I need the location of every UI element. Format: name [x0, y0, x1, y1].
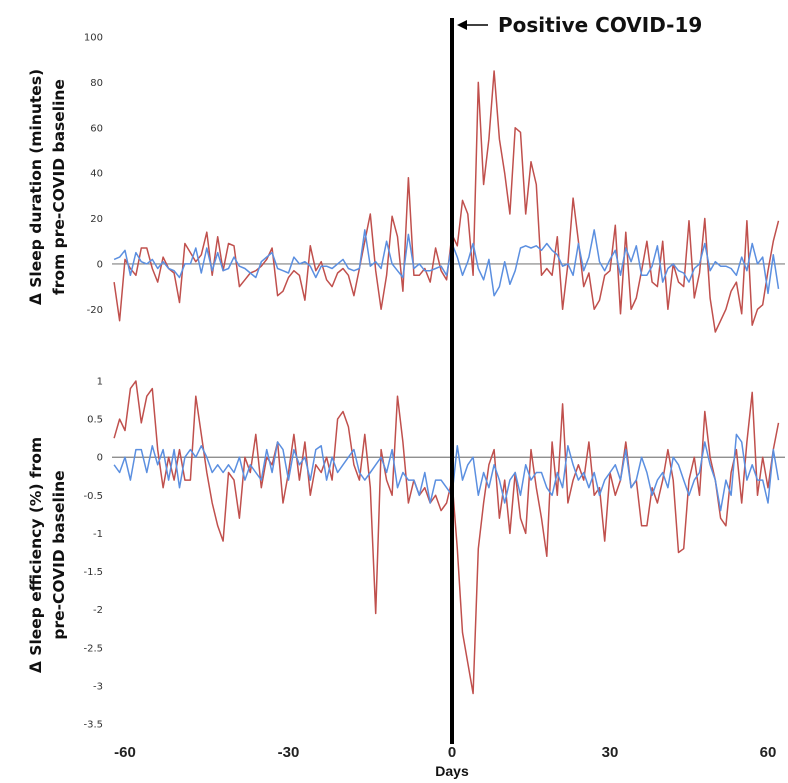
bottom-y-tick-label: -0.5 [83, 491, 103, 502]
bottom-y-tick-label: -3.5 [83, 720, 103, 731]
top-y-tick-label: 80 [90, 78, 103, 89]
bottom-series-blue-line [113, 433, 780, 512]
x-tick-label: 30 [602, 744, 619, 761]
top-y-tick-labels: 100 80 60 40 20 0 -20 [84, 33, 103, 316]
top-y-axis-label-line1: Δ Sleep duration (minutes) [27, 69, 45, 305]
top-y-tick-label: 60 [90, 123, 103, 134]
bottom-y-tick-label: -1.5 [83, 567, 103, 578]
bottom-y-axis-label-line2: pre-COVID baseline [50, 470, 68, 639]
sleep-duration-panel: 100 80 60 40 20 0 -20 Δ Sleep duration (minute… [27, 33, 785, 333]
bottom-y-tick-label: -2 [93, 605, 103, 616]
bottom-y-tick-label: -3 [93, 681, 103, 692]
x-tick-label: 60 [760, 744, 777, 761]
bottom-y-tick-label: -2.5 [83, 643, 103, 654]
sleep-efficiency-panel: 1 0.5 0 -0.5 -1 -1.5 -2 -2.5 -3 -3.5 Δ Sleep effi… [27, 377, 785, 731]
top-y-tick-label: 40 [90, 169, 103, 180]
top-y-tick-label: 0 [97, 259, 103, 270]
x-tick-label: -60 [114, 744, 136, 761]
bottom-y-axis-label-line1: Δ Sleep efficiency (%) from [27, 437, 45, 673]
x-tick-labels: -60 -30 0 30 60 [114, 744, 776, 761]
top-series-lines [113, 70, 780, 333]
top-y-tick-label: 100 [84, 33, 103, 44]
bottom-y-tick-label: -1 [93, 529, 103, 540]
bottom-y-tick-label: 0 [97, 453, 103, 464]
top-y-tick-label: -20 [87, 305, 103, 316]
bottom-y-tick-label: 1 [97, 377, 103, 388]
bottom-y-tick-label: 0.5 [87, 415, 103, 426]
x-tick-label: -30 [278, 744, 300, 761]
positive-covid-annotation: Positive COVID-19 [498, 13, 702, 37]
annotation-arrow-head [457, 20, 467, 30]
bottom-series-red-line [113, 380, 780, 695]
bottom-y-tick-labels: 1 0.5 0 -0.5 -1 -1.5 -2 -2.5 -3 -3.5 [83, 377, 103, 731]
top-y-tick-label: 20 [90, 214, 103, 225]
x-tick-label: 0 [448, 744, 456, 761]
top-series-red-line [113, 70, 780, 333]
x-axis-label: Days [435, 763, 469, 779]
top-y-axis-label-line2: from pre-COVID baseline [50, 79, 68, 295]
bottom-series-lines [113, 380, 780, 695]
